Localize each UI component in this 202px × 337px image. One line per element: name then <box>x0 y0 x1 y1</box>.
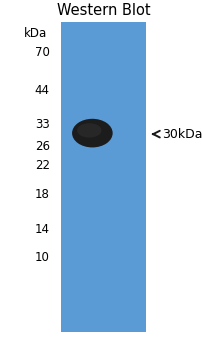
Text: 70: 70 <box>35 46 49 59</box>
Text: 18: 18 <box>35 188 49 201</box>
FancyBboxPatch shape <box>61 22 145 332</box>
Text: 33: 33 <box>35 118 49 131</box>
Ellipse shape <box>77 123 101 137</box>
Text: 26: 26 <box>35 140 49 153</box>
Text: 22: 22 <box>35 159 49 172</box>
Ellipse shape <box>72 119 112 148</box>
Text: 14: 14 <box>35 223 49 236</box>
Text: 44: 44 <box>35 85 49 97</box>
Text: 10: 10 <box>35 251 49 264</box>
Text: kDa: kDa <box>24 27 47 40</box>
Text: 30kDa: 30kDa <box>162 128 202 141</box>
Text: Western Blot: Western Blot <box>56 3 150 18</box>
